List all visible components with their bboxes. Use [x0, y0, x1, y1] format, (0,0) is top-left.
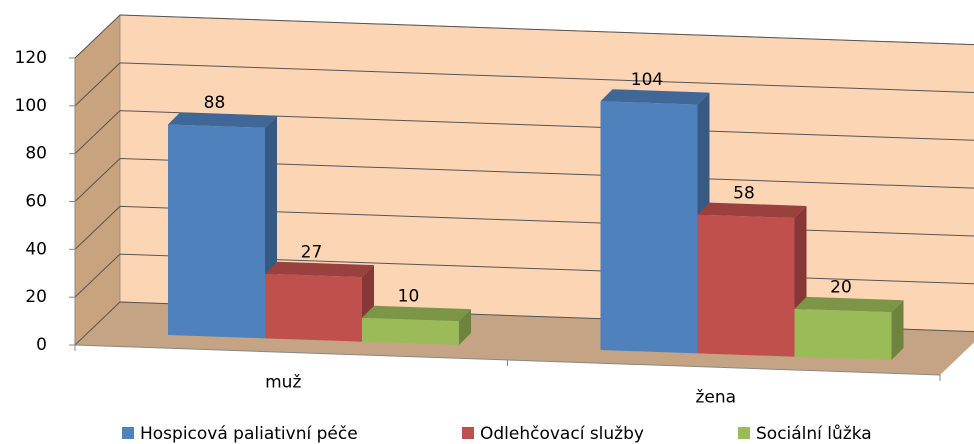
data-label: 20: [830, 278, 852, 298]
y-tick-label: 40: [25, 239, 47, 259]
grid-line: [74, 62, 974, 107]
legend-label: Odlehčovací služby: [480, 424, 644, 444]
y-tick-label: 60: [25, 192, 47, 212]
grid-line: [74, 14, 974, 59]
y-tick-label: 20: [25, 287, 47, 307]
y-tick-label: 0: [36, 335, 47, 355]
x-tick-label: žena: [695, 388, 736, 408]
bar-top: [168, 112, 277, 128]
x-tick-label: muž: [265, 373, 301, 393]
y-tick-label: 120: [15, 48, 47, 68]
legend-swatch: [462, 427, 474, 439]
bar-front: [600, 101, 698, 354]
data-label: 27: [301, 242, 323, 262]
legend-swatch: [122, 427, 134, 439]
bar-side: [891, 300, 904, 361]
bar-side: [459, 309, 471, 346]
y-tick-label: 100: [15, 96, 47, 116]
y-tick-label: 80: [25, 144, 47, 164]
legend-label: Sociální lůžka: [756, 424, 872, 444]
bar-front: [168, 124, 265, 339]
legend-swatch: [738, 427, 750, 439]
bar-top: [697, 202, 807, 218]
bar-top: [265, 261, 374, 278]
bar-front: [265, 273, 362, 342]
data-label: 88: [204, 93, 226, 113]
bar-top: [600, 89, 710, 105]
data-label: 10: [398, 286, 420, 306]
bar-front: [794, 308, 892, 361]
legend-label: Hospicová paliativní péče: [140, 424, 358, 444]
bar-top: [362, 305, 471, 322]
bar-front: [697, 214, 795, 357]
bar-front: [362, 317, 459, 346]
data-label: 58: [733, 183, 755, 203]
data-label: 104: [631, 70, 663, 90]
bar-top: [794, 296, 904, 313]
